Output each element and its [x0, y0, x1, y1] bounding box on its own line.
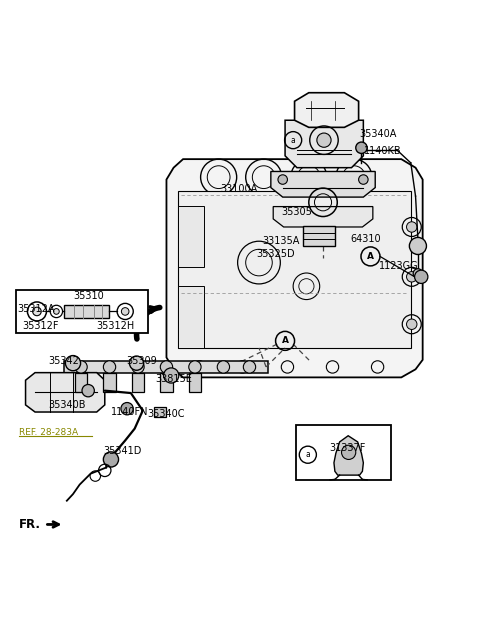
Text: 33135A: 33135A — [263, 236, 300, 246]
Circle shape — [54, 309, 59, 314]
Circle shape — [356, 142, 367, 153]
Bar — [179, 286, 204, 348]
Circle shape — [121, 307, 129, 315]
Bar — [189, 373, 201, 392]
Circle shape — [132, 361, 144, 373]
Text: 35340A: 35340A — [360, 128, 397, 139]
Bar — [103, 373, 116, 392]
Text: 35340B: 35340B — [48, 400, 85, 410]
Polygon shape — [167, 159, 423, 378]
Circle shape — [407, 222, 417, 232]
Text: 31337F: 31337F — [329, 443, 366, 452]
Bar — [63, 305, 108, 318]
Text: 33100A: 33100A — [220, 184, 257, 194]
Circle shape — [82, 385, 95, 397]
Circle shape — [33, 307, 41, 316]
Circle shape — [217, 361, 229, 373]
Polygon shape — [271, 171, 375, 197]
Text: 33815E: 33815E — [156, 374, 192, 384]
Circle shape — [415, 270, 428, 284]
Text: 35312H: 35312H — [96, 321, 135, 330]
Bar — [16, 290, 148, 333]
Bar — [64, 361, 268, 373]
Bar — [296, 426, 391, 480]
Text: 35325D: 35325D — [257, 249, 295, 259]
Bar — [179, 192, 411, 348]
Bar — [132, 373, 144, 392]
Circle shape — [189, 361, 201, 373]
Text: 35341D: 35341D — [103, 447, 142, 456]
Circle shape — [65, 355, 81, 371]
Text: 1140KB: 1140KB — [364, 146, 402, 156]
Text: REF. 28-283A: REF. 28-283A — [19, 428, 79, 437]
Circle shape — [121, 403, 133, 415]
Circle shape — [278, 175, 288, 184]
Text: 35342: 35342 — [48, 357, 79, 366]
Text: 35312A: 35312A — [17, 304, 55, 314]
Text: 35309: 35309 — [126, 357, 157, 366]
Circle shape — [407, 319, 417, 330]
Text: a: a — [305, 450, 310, 459]
Circle shape — [407, 272, 417, 282]
Bar — [160, 373, 173, 392]
Text: 1140FN: 1140FN — [111, 407, 148, 417]
Circle shape — [75, 361, 87, 373]
Circle shape — [317, 133, 331, 147]
Circle shape — [359, 175, 368, 184]
Text: a: a — [291, 135, 296, 144]
Text: 35305: 35305 — [282, 207, 312, 217]
Polygon shape — [334, 436, 363, 475]
Circle shape — [243, 361, 256, 373]
Circle shape — [103, 452, 119, 467]
Circle shape — [342, 445, 356, 459]
Circle shape — [160, 361, 173, 373]
Text: FR.: FR. — [19, 518, 41, 531]
Circle shape — [413, 269, 423, 278]
Text: A: A — [282, 336, 288, 345]
Bar — [154, 407, 166, 417]
Polygon shape — [25, 373, 105, 412]
Circle shape — [130, 356, 144, 370]
Text: 35312F: 35312F — [23, 321, 59, 331]
Text: 1123GG: 1123GG — [379, 261, 419, 272]
Circle shape — [164, 368, 179, 383]
Text: 35310: 35310 — [73, 291, 104, 301]
Polygon shape — [273, 206, 373, 227]
Bar — [75, 373, 87, 392]
Circle shape — [409, 238, 426, 254]
Text: 64310: 64310 — [350, 234, 381, 244]
Bar — [179, 206, 204, 267]
Text: 35340C: 35340C — [147, 410, 185, 419]
Text: A: A — [367, 252, 374, 261]
Bar — [302, 226, 335, 246]
Circle shape — [103, 361, 116, 373]
Polygon shape — [295, 93, 359, 127]
Polygon shape — [285, 120, 363, 167]
